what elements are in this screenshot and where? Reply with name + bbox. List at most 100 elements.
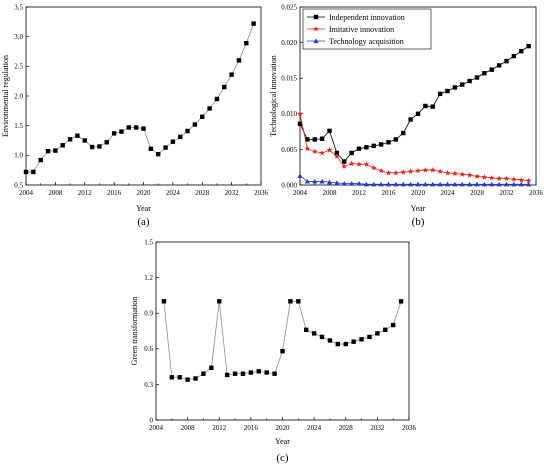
data-point (459, 171, 466, 177)
data-point (256, 369, 261, 374)
data-point (390, 322, 396, 328)
data-point (304, 145, 311, 152)
y-tick-label: 0.010 (281, 110, 297, 118)
data-point (452, 85, 458, 90)
data-point (459, 181, 465, 187)
data-point (200, 114, 205, 119)
series-line (299, 45, 529, 163)
x-tick-label: 2008 (48, 189, 63, 197)
data-point (304, 327, 309, 333)
data-point (327, 128, 332, 134)
data-point (280, 348, 285, 354)
data-point (82, 138, 87, 143)
y-tick-label: 3.5 (14, 3, 23, 11)
panel-c: 2004 2008 2012 2016 2020 2024 2028 2032 2036 0 0.3… (130, 238, 417, 464)
data-point (312, 178, 318, 184)
data-point (422, 181, 428, 187)
x-tick-label: 2024 (307, 424, 322, 432)
x-tick-label: 2004 (149, 424, 164, 432)
data-point (209, 365, 214, 370)
data-point (185, 377, 190, 382)
y-tick-label: 0.000 (281, 181, 297, 189)
data-point (526, 181, 532, 187)
x-tick-label: 2016 (244, 424, 259, 432)
x-axis-title: Year (136, 204, 151, 213)
data-point (163, 145, 168, 150)
x-axis-title: Year (275, 437, 290, 446)
data-point (400, 181, 406, 187)
data-point (398, 299, 404, 304)
data-point (296, 299, 301, 304)
y-axis-title: Environmental regulation (1, 55, 10, 137)
legend-label: Independent innovation (329, 13, 405, 22)
series-line (26, 23, 255, 173)
data-point (511, 53, 517, 59)
data-point (518, 177, 525, 183)
data-point (437, 91, 443, 97)
y-tick-label: 1.0 (14, 152, 23, 160)
data-point (104, 140, 109, 145)
data-point (207, 106, 212, 111)
data-point (415, 181, 421, 187)
data-point (378, 167, 384, 174)
data-point (408, 181, 414, 187)
y-tick-label: 1.2 (144, 274, 153, 282)
y-tick-label: 0.5 (14, 181, 23, 189)
data-point (481, 174, 488, 180)
data-point (445, 88, 450, 94)
data-point (236, 58, 242, 63)
data-point (375, 331, 380, 336)
data-point (401, 130, 406, 136)
data-point (148, 146, 154, 152)
y-tick-label: 0.020 (281, 39, 297, 47)
data-point (348, 160, 355, 167)
x-tick-label: 2008 (323, 189, 338, 197)
data-point (75, 133, 80, 138)
data-point (319, 334, 325, 340)
data-point (385, 169, 392, 176)
data-point (97, 144, 102, 149)
data-point (288, 299, 293, 304)
data-point (177, 375, 182, 380)
data-point (356, 180, 362, 186)
data-point (496, 181, 502, 187)
x-tick-label: 2032 (225, 189, 240, 197)
data-point (408, 117, 413, 122)
data-point (356, 161, 362, 167)
data-point (244, 40, 249, 46)
data-point (297, 121, 303, 126)
y-tick-label: 1.5 (14, 122, 23, 130)
data-point (327, 338, 333, 343)
data-point (371, 181, 377, 187)
data-point (467, 181, 473, 187)
y-tick-label: 0.025 (281, 3, 297, 11)
data-point (319, 136, 325, 141)
data-point (45, 148, 51, 154)
x-tick-label: 2036 (254, 189, 269, 197)
y-tick-label: 1.5 (144, 238, 153, 246)
x-tick-label: 2004 (293, 189, 308, 197)
data-point (429, 167, 436, 173)
data-point (319, 178, 325, 184)
data-point (393, 137, 399, 142)
y-tick-label: 0.015 (281, 75, 297, 83)
data-point (496, 175, 502, 182)
data-point (312, 137, 317, 142)
data-point (305, 137, 310, 142)
x-tick-label: 2008 (181, 424, 196, 432)
y-tick-label: 0.6 (144, 345, 153, 353)
data-point (297, 110, 303, 117)
data-point (334, 180, 340, 185)
x-tick-label: 2028 (339, 424, 354, 432)
data-point (504, 58, 509, 64)
data-point (185, 128, 190, 134)
data-point (240, 371, 246, 376)
data-point (111, 131, 117, 136)
data-point (319, 149, 325, 156)
data-point (400, 169, 407, 175)
y-tick-label: 0.3 (144, 381, 153, 389)
data-point (437, 181, 443, 187)
data-point (224, 372, 230, 378)
y-axis-title: Green transformation (130, 297, 139, 366)
